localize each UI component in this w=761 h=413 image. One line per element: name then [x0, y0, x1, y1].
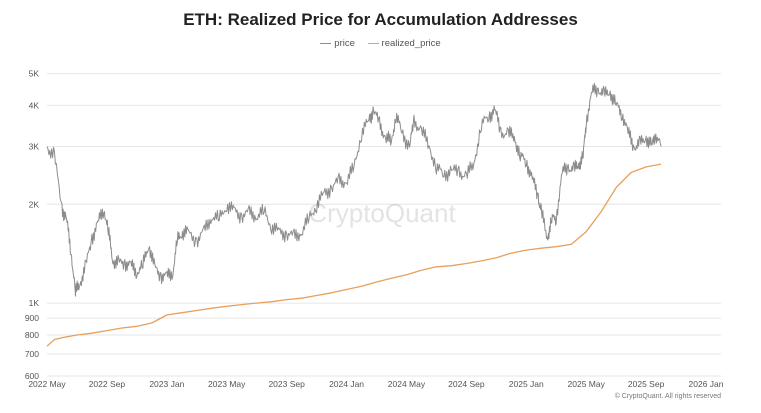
y-tick-label: 600: [25, 371, 39, 381]
x-tick-label: 2025 May: [568, 379, 606, 389]
series-line-realized-price[interactable]: [46, 163, 662, 347]
x-tick-label: 2025 Sep: [628, 379, 665, 389]
x-tick-label: 2022 Sep: [89, 379, 126, 389]
y-tick-label: 2K: [29, 199, 40, 209]
x-tick-label: 2024 May: [388, 379, 426, 389]
x-tick-label: 2024 Sep: [448, 379, 485, 389]
y-tick-label: 4K: [29, 100, 40, 110]
x-tick-label: 2022 May: [28, 379, 66, 389]
x-axis: 2022 May 2022 Sep 2023 Jan 2023 May 2023 Sep…: [28, 379, 723, 389]
x-tick-label: 2023 Jan: [149, 379, 184, 389]
copyright-footer: © CryptoQuant. All rights reserved: [614, 393, 721, 400]
legend-label-price: price: [334, 38, 355, 49]
watermark-logo: CryptoQuant: [308, 198, 456, 228]
x-tick-label: 2026 Jan: [689, 379, 724, 389]
legend-swatch-realized-price: [367, 42, 379, 44]
chart-legend: price realized_price: [0, 38, 761, 49]
x-tick-label: 2025 Jan: [509, 379, 544, 389]
y-tick-label: 5K: [29, 69, 40, 79]
y-tick-label: 700: [25, 349, 39, 359]
y-tick-label: 900: [25, 313, 39, 323]
y-axis: 600 700 800 900 1K 2K 3K 4K 5K: [25, 69, 40, 381]
legend-item-realized-price[interactable]: realized_price: [367, 38, 441, 49]
chart-grid: [47, 73, 721, 377]
legend-swatch-price: [320, 42, 332, 44]
legend-label-realized-price: realized_price: [381, 38, 441, 49]
x-tick-label: 2023 May: [208, 379, 246, 389]
x-tick-label: 2023 Sep: [268, 379, 305, 389]
y-tick-label: 1K: [29, 298, 40, 308]
y-tick-label: 800: [25, 330, 39, 340]
x-tick-label: 2024 Jan: [329, 379, 364, 389]
series-line-price[interactable]: [46, 82, 662, 297]
y-tick-label: 3K: [29, 141, 40, 151]
legend-item-price[interactable]: price: [320, 38, 355, 49]
chart-series: [46, 82, 662, 347]
chart-title: ETH: Realized Price for Accumulation Add…: [183, 10, 578, 29]
